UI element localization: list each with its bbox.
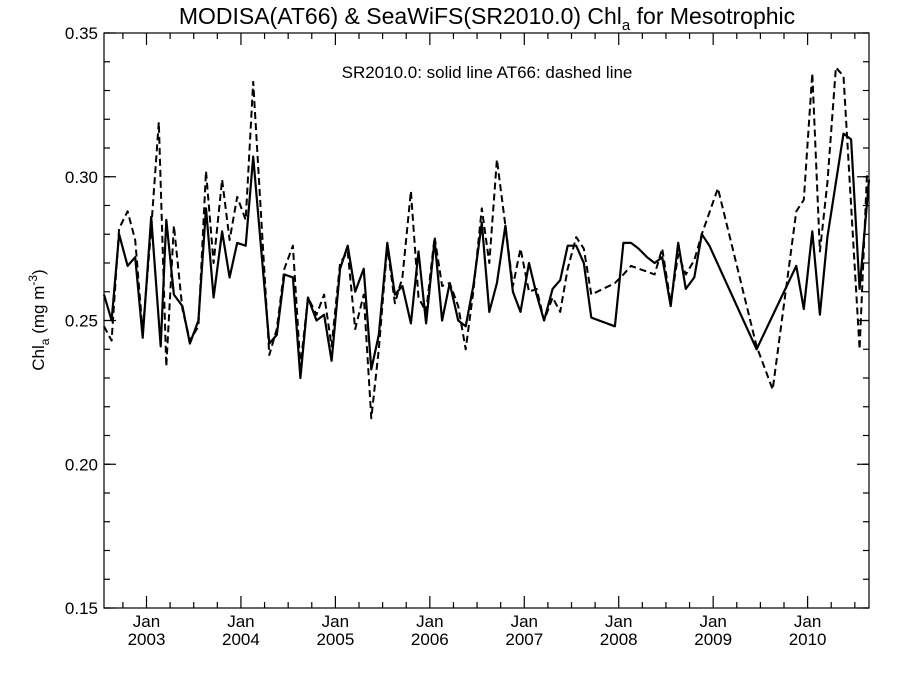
y-tick-label: 0.25 [65,312,98,331]
y-axis: 0.15 0.20 0.25 0.30 0.35 [65,24,869,618]
x-tick-month-label: Jan [227,612,254,631]
x-tick-year-label: 2010 [789,630,827,649]
y-axis-label-main: Chl [29,345,48,371]
x-tick-month-label: Jan [794,612,821,631]
x-tick-year-label: 2006 [411,630,449,649]
series-layer [102,66,871,420]
y-axis-label-unit: (mg m [29,286,48,339]
x-tick-year-label: 2005 [316,630,354,649]
series-line-at66-dashed [103,66,869,420]
y-tick-label: 0.30 [65,168,98,187]
y-tick-label: 0.15 [65,599,98,618]
x-tick-month-label: Jan [605,612,632,631]
x-tick-month-label: Jan [322,612,349,631]
x-tick-month-label: Jan [416,612,443,631]
chart-title-tail: for Mesotrophic [630,3,795,29]
y-axis-label-unit-close: ) [29,269,48,275]
x-tick-year-label: 2008 [600,630,638,649]
chart-title-main: MODISA(AT66) & SeaWiFS(SR2010.0) Chl [179,3,622,29]
x-axis: Jan2003Jan2004Jan2005Jan2006Jan2007Jan20… [122,33,856,649]
x-tick-year-label: 2009 [694,630,732,649]
x-tick-year-label: 2003 [128,630,166,649]
y-axis-label-sub: a [38,338,52,345]
line-style-annotation: SR2010.0: solid line AT66: dashed line [342,63,633,82]
y-tick-label: 0.35 [65,24,98,43]
x-tick-year-label: 2007 [505,630,543,649]
chart-title: MODISA(AT66) & SeaWiFS(SR2010.0) Chla fo… [179,3,795,34]
y-tick-label: 0.20 [65,455,98,474]
y-axis-label: Chla (mg m-3) [26,269,52,370]
series-line-sr2010-solid [102,132,871,380]
x-tick-month-label: Jan [511,612,538,631]
x-tick-year-label: 2004 [222,630,260,649]
plot-frame [103,32,870,609]
y-axis-label-unit-sup: -3 [26,275,40,286]
chart-title-sub: a [622,17,631,34]
x-tick-month-label: Jan [699,612,726,631]
x-tick-month-label: Jan [133,612,160,631]
